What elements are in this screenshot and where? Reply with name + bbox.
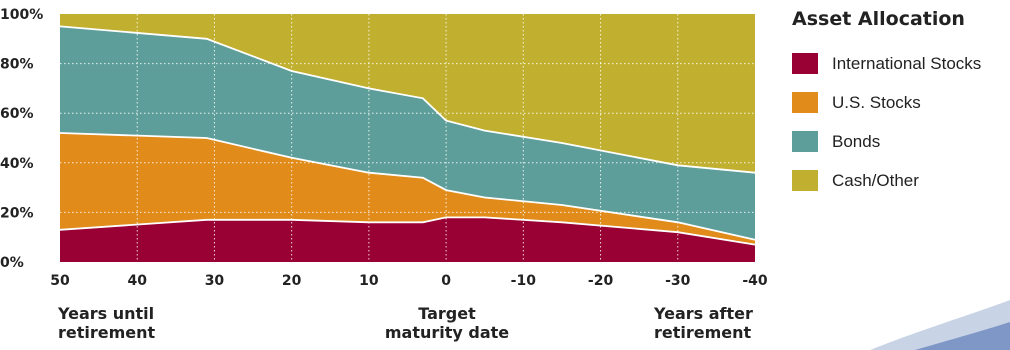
legend-swatch-international-stocks — [792, 53, 818, 74]
area-u-s-stocks — [60, 133, 755, 245]
x-tick-label: 20 — [282, 273, 302, 289]
x-tick-label: -40 — [742, 273, 768, 289]
legend-swatch-us-stocks — [792, 92, 818, 113]
annotation-target-maturity-date: Target maturity date — [377, 304, 517, 342]
legend-item-cash-other: Cash/Other — [792, 161, 981, 200]
area-cash-other — [60, 14, 755, 173]
legend-label: U.S. Stocks — [832, 92, 921, 112]
y-tick-label: 40% — [0, 156, 34, 172]
y-tick-label: 100% — [0, 7, 43, 23]
y-tick-label: 60% — [0, 106, 34, 122]
x-axis-ticks: 50 40 30 20 10 0 -10 -20 -30 -40 — [50, 273, 768, 289]
legend-title: Asset Allocation — [792, 8, 965, 30]
annotation-center-line-2: maturity date — [384, 323, 510, 342]
legend-item-us-stocks: U.S. Stocks — [792, 83, 981, 122]
y-tick-label: 0% — [0, 255, 24, 271]
area-bonds — [60, 26, 755, 240]
series-boundaries — [59, 25, 756, 246]
series-boundary-line — [59, 25, 756, 174]
x-tick-label: -20 — [588, 273, 614, 289]
y-tick-label: 20% — [0, 205, 34, 221]
annotation-left-line-1: Years until — [58, 304, 155, 323]
annotation-right-line-2: retirement — [654, 323, 752, 342]
x-tick-label: 0 — [441, 273, 451, 289]
legend-label: International Stocks — [832, 53, 982, 73]
annotation-years-until-retirement: Years until retirement — [58, 304, 155, 342]
x-tick-label: -10 — [511, 273, 537, 289]
y-tick-label: 80% — [0, 57, 34, 73]
series-boundary-line — [59, 132, 756, 241]
annotation-years-after-retirement: Years after retirement — [654, 304, 753, 342]
series-boundary-line — [59, 216, 756, 246]
x-tick-label: 10 — [359, 273, 379, 289]
legend-label: Cash/Other — [832, 170, 919, 190]
annotation-left-line-2: retirement — [58, 323, 156, 342]
annotation-center-line-1: Target — [418, 304, 476, 323]
x-tick-label: 30 — [205, 273, 225, 289]
legend-label: Bonds — [832, 131, 881, 151]
chart-legend: Asset Allocation International Stocks U.… — [792, 8, 981, 200]
legend-swatch-cash-other — [792, 170, 818, 191]
chart-areas — [60, 14, 755, 262]
x-tick-label: 40 — [127, 273, 147, 289]
area-international-stocks — [60, 217, 755, 262]
annotation-right-line-1: Years after — [654, 304, 753, 323]
legend-item-international-stocks: International Stocks — [792, 44, 981, 83]
chart-gridlines — [60, 14, 755, 262]
x-tick-label: -30 — [665, 273, 691, 289]
legend-item-bonds: Bonds — [792, 122, 981, 161]
legend-swatch-bonds — [792, 131, 818, 152]
y-axis-ticks: 100% 80% 60% 40% 20% 0% — [0, 7, 43, 271]
x-tick-label: 50 — [50, 273, 70, 289]
